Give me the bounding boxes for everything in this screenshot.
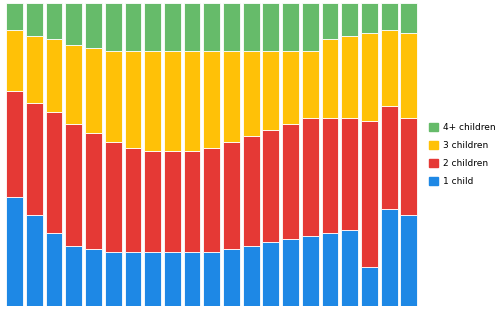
Bar [243,3,259,51]
Bar [46,3,62,39]
Bar [341,118,358,231]
Bar [6,30,23,91]
Bar [203,252,220,306]
Bar [65,246,82,306]
Bar [184,51,200,151]
Bar [381,3,397,30]
Bar [85,133,102,248]
Bar [223,248,240,306]
Bar [6,91,23,197]
Bar [243,246,259,306]
Bar [262,130,279,243]
Bar [282,51,299,124]
Bar [381,209,397,306]
Bar [203,148,220,252]
Bar [400,118,417,215]
Bar [144,51,161,151]
Bar [144,151,161,252]
Bar [361,121,378,267]
Legend: 4+ children, 3 children, 2 children, 1 child: 4+ children, 3 children, 2 children, 1 c… [429,123,496,186]
Bar [26,3,43,36]
Bar [223,3,240,51]
Bar [302,118,319,236]
Bar [85,48,102,133]
Bar [184,252,200,306]
Bar [124,51,141,148]
Bar [341,231,358,306]
Bar [46,233,62,306]
Bar [361,267,378,306]
Bar [203,51,220,148]
Bar [105,252,122,306]
Bar [46,39,62,112]
Bar [164,252,181,306]
Bar [282,3,299,51]
Bar [361,33,378,121]
Bar [400,33,417,118]
Bar [105,3,122,51]
Bar [85,3,102,48]
Bar [124,148,141,252]
Bar [223,142,240,248]
Bar [243,136,259,246]
Bar [6,197,23,306]
Bar [262,51,279,130]
Bar [302,3,319,51]
Bar [282,239,299,306]
Bar [302,236,319,306]
Bar [85,248,102,306]
Bar [400,3,417,33]
Bar [164,151,181,252]
Bar [144,252,161,306]
Bar [322,233,338,306]
Bar [124,3,141,51]
Bar [302,51,319,118]
Bar [164,51,181,151]
Bar [262,243,279,306]
Bar [65,45,82,124]
Bar [105,51,122,142]
Bar [46,112,62,233]
Bar [164,3,181,51]
Bar [144,3,161,51]
Bar [361,3,378,33]
Bar [262,3,279,51]
Bar [65,124,82,246]
Bar [243,51,259,136]
Bar [184,3,200,51]
Bar [341,3,358,36]
Bar [124,252,141,306]
Bar [341,36,358,118]
Bar [26,103,43,215]
Bar [26,215,43,306]
Bar [282,124,299,239]
Bar [381,30,397,106]
Bar [322,3,338,39]
Bar [65,3,82,45]
Bar [381,106,397,209]
Bar [400,215,417,306]
Bar [105,142,122,252]
Bar [184,151,200,252]
Bar [322,118,338,233]
Bar [26,36,43,103]
Bar [203,3,220,51]
Bar [223,51,240,142]
Bar [6,3,23,30]
Bar [322,39,338,118]
